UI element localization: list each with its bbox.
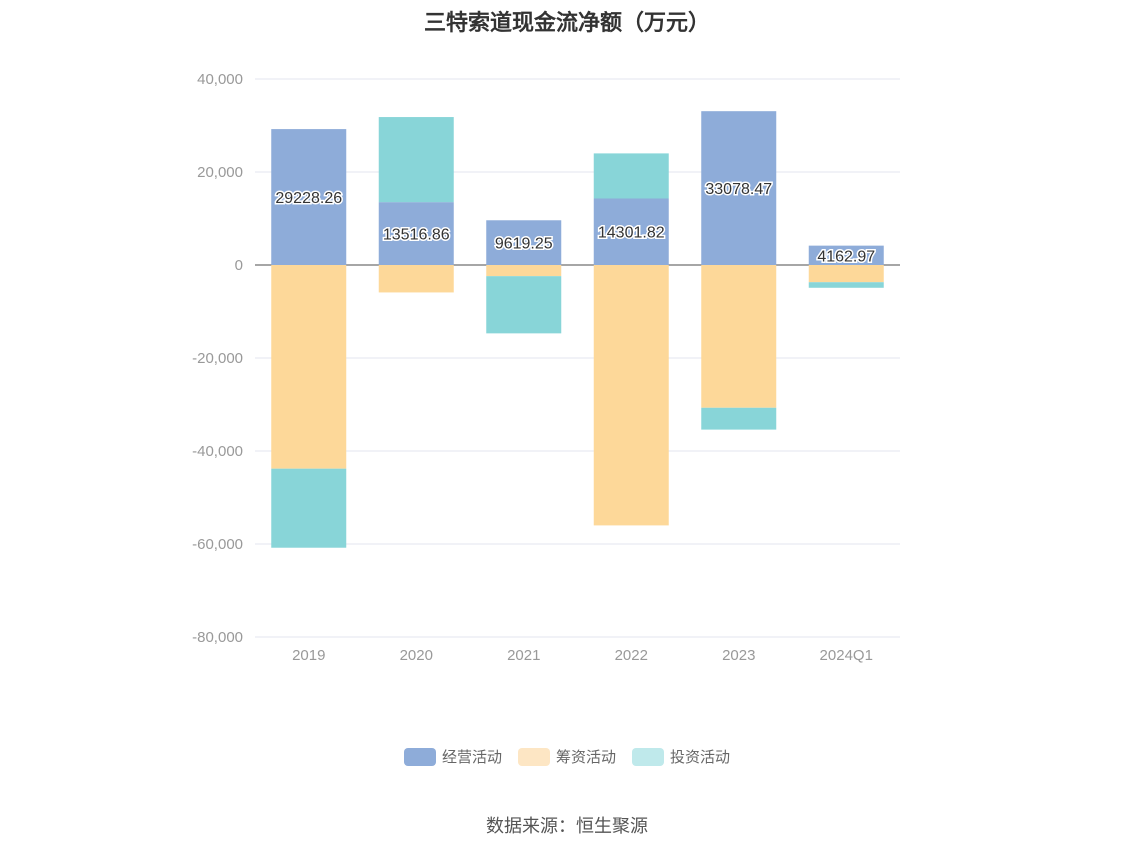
bar-segment (271, 468, 347, 548)
bar-segment (593, 198, 669, 265)
legend-swatch-operating (403, 747, 436, 766)
data-label: 29228.26 (275, 190, 342, 207)
y-tick-label: 20,000 (197, 164, 243, 181)
legend-swatch-financing (517, 747, 550, 766)
bar-segment (486, 220, 562, 265)
bar-segment (808, 245, 884, 265)
bar-segment (808, 265, 884, 283)
y-tick-label: -40,000 (192, 443, 243, 460)
bar-segment (593, 153, 669, 199)
x-tick-label: 2023 (722, 647, 755, 664)
data-label: 4162.97 (817, 248, 875, 265)
bar-segment (701, 265, 777, 408)
bar-layer (271, 111, 884, 548)
bar-segment (808, 282, 884, 288)
data-label: 14301.82 (598, 225, 665, 242)
y-tick-label: -80,000 (192, 629, 243, 646)
grid-layer: 40,000 20,000 0 -20,000 -40,000 -60,000 -80,00… (192, 71, 900, 664)
x-tick-label: 2020 (400, 647, 433, 664)
label-layer: 29228.26 13516.86 9619.25 14301.82 33078.47 4… (274, 180, 877, 267)
data-label: 33078.47 (705, 181, 772, 198)
legend-label-operating: 经营活动 (441, 749, 502, 766)
bar-segment (486, 276, 562, 334)
legend-item-investing[interactable]: 投资活动 (632, 746, 730, 767)
x-tick-label: 2024Q1 (820, 647, 873, 664)
data-source: 数据来源：恒生聚源 (486, 816, 648, 836)
y-tick-label: 40,000 (197, 71, 243, 88)
legend-item-operating[interactable]: 经营活动 (403, 746, 502, 767)
y-tick-label: 0 (235, 257, 243, 274)
y-tick-label: -60,000 (192, 536, 243, 553)
x-tick-label: 2021 (507, 647, 540, 664)
data-label: 9619.25 (495, 236, 553, 253)
bar-segment (378, 202, 454, 265)
legend-item-financing[interactable]: 筹资活动 (517, 746, 616, 767)
y-tick-label: -20,000 (192, 350, 243, 367)
bar-segment (486, 265, 562, 277)
legend-swatch-investing (632, 747, 664, 766)
bar-segment (701, 407, 777, 430)
legend: 经营活动 筹资活动 投资活动 (0, 746, 1134, 767)
legend-label-financing: 筹资活动 (555, 749, 616, 766)
bar-segment (378, 117, 454, 203)
x-tick-label: 2019 (292, 647, 325, 664)
bar-segment (593, 265, 669, 526)
legend-label-investing: 投资活动 (670, 749, 731, 766)
bar-segment (378, 265, 454, 293)
data-label: 13516.86 (383, 227, 450, 244)
chart-title: 三特索道现金流净额（万元） (423, 10, 710, 35)
bar-segment (701, 111, 777, 265)
x-tick-label: 2022 (615, 647, 648, 664)
bar-segment (271, 129, 347, 265)
bar-segment (271, 265, 347, 469)
